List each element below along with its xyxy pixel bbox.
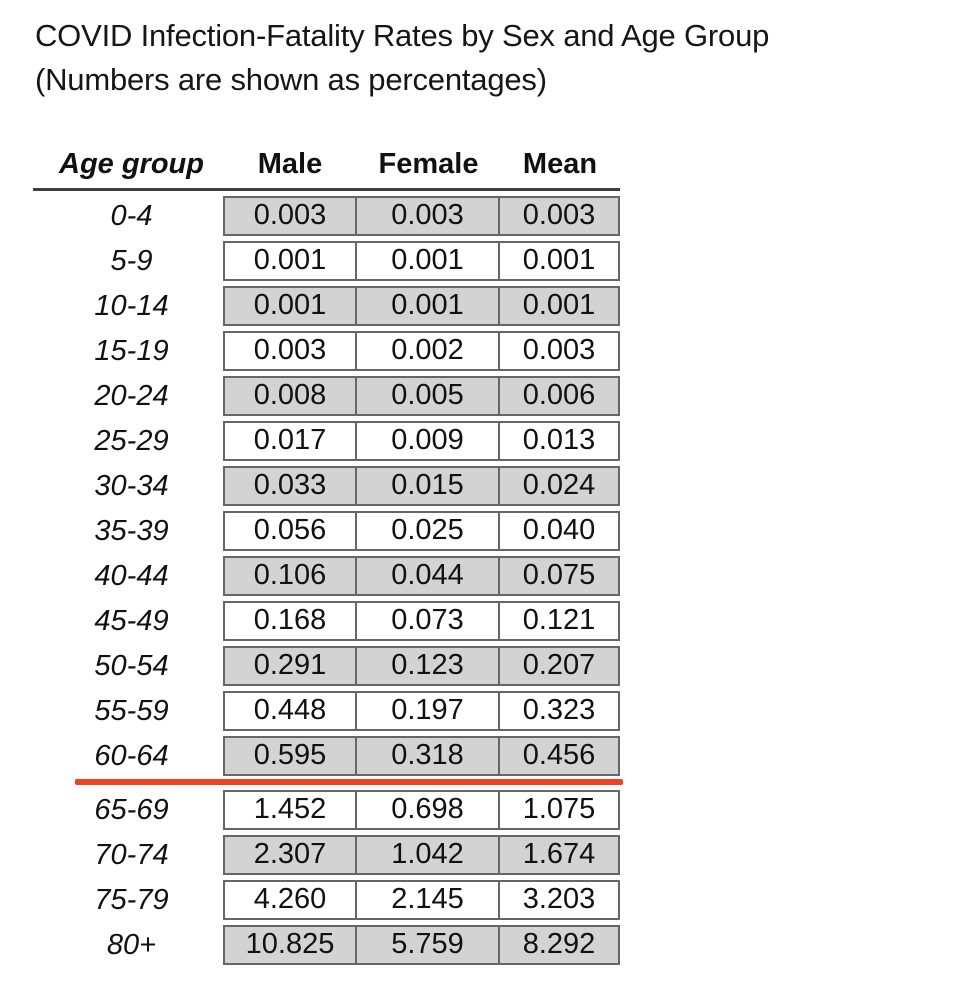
female-value-cell: 0.123 bbox=[357, 646, 500, 686]
male-value-cell: 0.003 bbox=[223, 196, 357, 236]
mean-value-cell: 0.456 bbox=[500, 736, 620, 776]
male-value-cell: 0.001 bbox=[223, 241, 357, 281]
age-group-label: 80+ bbox=[106, 929, 157, 961]
male-value-cell: 0.291 bbox=[223, 646, 357, 686]
male-value-cell: 4.260 bbox=[223, 880, 357, 920]
mean-value-cell: 0.121 bbox=[500, 601, 620, 641]
female-value-cell: 0.044 bbox=[357, 556, 500, 596]
column-header-age-group: Age group bbox=[59, 148, 204, 180]
age-group-label: 65-69 bbox=[94, 794, 169, 826]
age-group-label: 25-29 bbox=[94, 425, 169, 457]
female-value-cell: 0.005 bbox=[357, 376, 500, 416]
page-subtitle: (Numbers are shown as percentages) bbox=[35, 62, 547, 97]
female-value-cell: 0.197 bbox=[357, 691, 500, 731]
mean-value-cell: 3.203 bbox=[500, 880, 620, 920]
table-row: 5-9 0.001 0.001 0.001 bbox=[40, 241, 620, 281]
female-value-cell: 1.042 bbox=[357, 835, 500, 875]
table-header-row: Age group Male Female Mean bbox=[40, 148, 620, 188]
mean-value-cell: 0.075 bbox=[500, 556, 620, 596]
mean-value-cell: 0.323 bbox=[500, 691, 620, 731]
table-figure: COVID Infection-Fatality Rates by Sex an… bbox=[0, 14, 954, 965]
age-group-label: 0-4 bbox=[110, 200, 153, 232]
female-value-cell: 0.001 bbox=[357, 286, 500, 326]
ifr-table: Age group Male Female Mean 0-4 0.003 0.0… bbox=[33, 148, 623, 965]
female-value-cell: 0.003 bbox=[357, 196, 500, 236]
table-row: 45-49 0.168 0.073 0.121 bbox=[40, 601, 620, 641]
female-value-cell: 2.145 bbox=[357, 880, 500, 920]
age-group-label: 20-24 bbox=[94, 380, 169, 412]
male-value-cell: 0.033 bbox=[223, 466, 357, 506]
male-value-cell: 0.001 bbox=[223, 286, 357, 326]
table-row: 60-64 0.595 0.318 0.456 bbox=[40, 736, 620, 776]
male-value-cell: 10.825 bbox=[223, 925, 357, 965]
age-group-label: 35-39 bbox=[94, 515, 169, 547]
female-value-cell: 0.073 bbox=[357, 601, 500, 641]
age-group-label: 5-9 bbox=[110, 245, 153, 277]
mean-value-cell: 0.040 bbox=[500, 511, 620, 551]
male-value-cell: 0.003 bbox=[223, 331, 357, 371]
female-value-cell: 0.698 bbox=[357, 790, 500, 830]
age-group-label: 30-34 bbox=[94, 470, 169, 502]
column-header-male: Male bbox=[257, 148, 323, 180]
mean-value-cell: 0.001 bbox=[500, 286, 620, 326]
mean-value-cell: 0.001 bbox=[500, 241, 620, 281]
table-row: 40-44 0.106 0.044 0.075 bbox=[40, 556, 620, 596]
female-value-cell: 5.759 bbox=[357, 925, 500, 965]
mean-value-cell: 8.292 bbox=[500, 925, 620, 965]
mean-value-cell: 0.003 bbox=[500, 331, 620, 371]
red-divider-line bbox=[75, 779, 623, 785]
age-group-label: 55-59 bbox=[94, 695, 169, 727]
female-value-cell: 0.002 bbox=[357, 331, 500, 371]
male-value-cell: 0.595 bbox=[223, 736, 357, 776]
table-row: 50-54 0.291 0.123 0.207 bbox=[40, 646, 620, 686]
table-row: 55-59 0.448 0.197 0.323 bbox=[40, 691, 620, 731]
mean-value-cell: 1.674 bbox=[500, 835, 620, 875]
mean-value-cell: 0.003 bbox=[500, 196, 620, 236]
female-value-cell: 0.001 bbox=[357, 241, 500, 281]
age-group-label: 50-54 bbox=[94, 650, 169, 682]
male-value-cell: 0.017 bbox=[223, 421, 357, 461]
table-row: 20-24 0.008 0.005 0.006 bbox=[40, 376, 620, 416]
male-value-cell: 0.448 bbox=[223, 691, 357, 731]
mean-value-cell: 0.024 bbox=[500, 466, 620, 506]
male-value-cell: 0.056 bbox=[223, 511, 357, 551]
female-value-cell: 0.025 bbox=[357, 511, 500, 551]
female-value-cell: 0.015 bbox=[357, 466, 500, 506]
male-value-cell: 1.452 bbox=[223, 790, 357, 830]
table-row: 10-14 0.001 0.001 0.001 bbox=[40, 286, 620, 326]
mean-value-cell: 0.207 bbox=[500, 646, 620, 686]
table-row: 15-19 0.003 0.002 0.003 bbox=[40, 331, 620, 371]
age-group-label: 75-79 bbox=[94, 884, 169, 916]
page-title: COVID Infection-Fatality Rates by Sex an… bbox=[35, 18, 770, 53]
table-row: 70-74 2.307 1.042 1.674 bbox=[40, 835, 620, 875]
table-row: 35-39 0.056 0.025 0.040 bbox=[40, 511, 620, 551]
male-value-cell: 0.106 bbox=[223, 556, 357, 596]
male-value-cell: 2.307 bbox=[223, 835, 357, 875]
table-row: 65-69 1.452 0.698 1.075 bbox=[40, 790, 620, 830]
age-group-label: 15-19 bbox=[94, 335, 169, 367]
title-block: COVID Infection-Fatality Rates by Sex an… bbox=[35, 14, 954, 102]
table-row: 75-79 4.260 2.145 3.203 bbox=[40, 880, 620, 920]
column-header-female: Female bbox=[378, 148, 479, 180]
mean-value-cell: 1.075 bbox=[500, 790, 620, 830]
male-value-cell: 0.168 bbox=[223, 601, 357, 641]
table-row: 80+ 10.825 5.759 8.292 bbox=[40, 925, 620, 965]
age-group-label: 45-49 bbox=[94, 605, 169, 637]
column-header-mean: Mean bbox=[522, 148, 598, 180]
table-row: 30-34 0.033 0.015 0.024 bbox=[40, 466, 620, 506]
mean-value-cell: 0.006 bbox=[500, 376, 620, 416]
age-group-label: 70-74 bbox=[94, 839, 169, 871]
table-body: 0-4 0.003 0.003 0.003 5-9 0.001 0.001 0.… bbox=[40, 196, 623, 965]
age-group-label: 60-64 bbox=[94, 740, 169, 772]
mean-value-cell: 0.013 bbox=[500, 421, 620, 461]
female-value-cell: 0.009 bbox=[357, 421, 500, 461]
female-value-cell: 0.318 bbox=[357, 736, 500, 776]
age-group-label: 10-14 bbox=[94, 290, 169, 322]
header-underline bbox=[33, 188, 620, 191]
male-value-cell: 0.008 bbox=[223, 376, 357, 416]
table-row: 0-4 0.003 0.003 0.003 bbox=[40, 196, 620, 236]
table-row: 25-29 0.017 0.009 0.013 bbox=[40, 421, 620, 461]
age-group-label: 40-44 bbox=[94, 560, 169, 592]
